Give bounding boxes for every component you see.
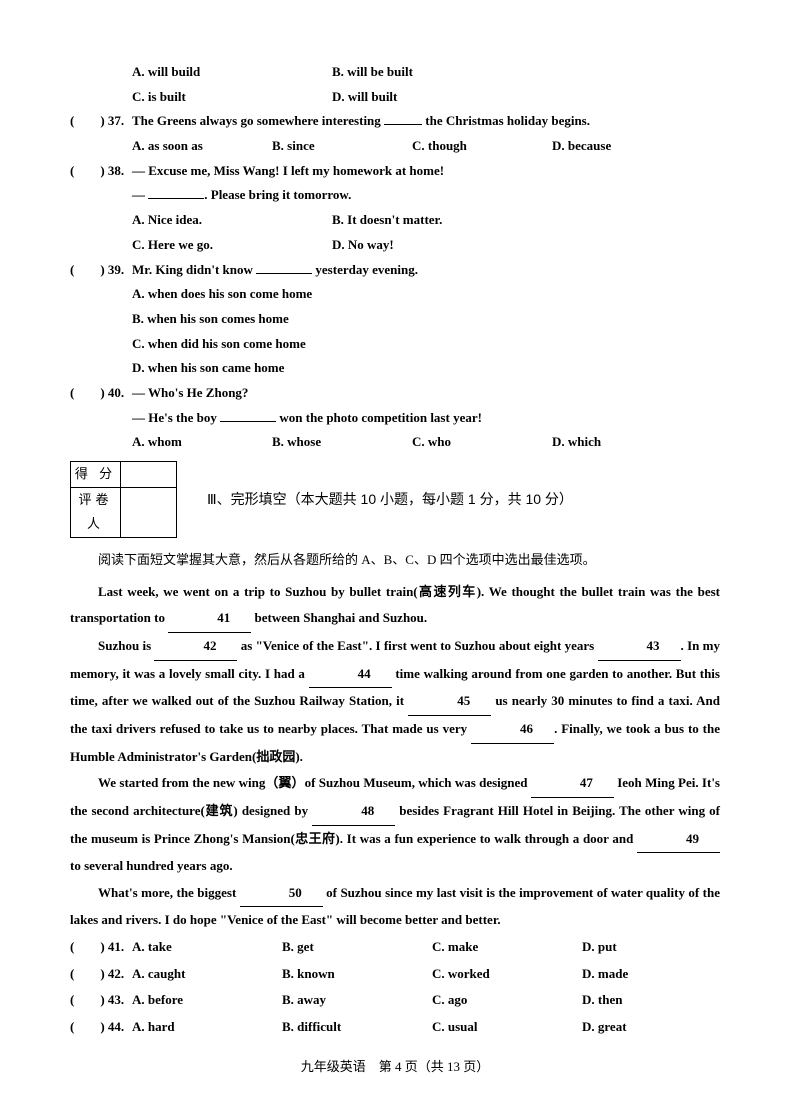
q40: ( ) 40. — Who's He Zhong?: [70, 381, 720, 406]
q37-options: A. as soon as B. since C. though D. beca…: [70, 134, 720, 159]
q39-num: ( ) 39.: [70, 258, 132, 283]
score-label: 得 分: [71, 462, 121, 488]
score-value: [121, 462, 177, 488]
q36-opt-c: C. is built: [132, 85, 332, 110]
q40-opt-a: A. whom: [132, 430, 272, 455]
passage-p2: Suzhou is 42 as "Venice of the East". I …: [70, 633, 720, 770]
cloze-42: ( ) 42. A. caught B. known C. worked D. …: [70, 961, 720, 988]
q37-opt-d: D. because: [552, 134, 720, 159]
q36-opt-d: D. will built: [332, 85, 512, 110]
q38-num: ( ) 38.: [70, 159, 132, 184]
q40-options: A. whom B. whose C. who D. which: [70, 430, 720, 455]
q38-opt-b: B. It doesn't matter.: [332, 208, 512, 233]
cloze-44: ( ) 44. A. hard B. difficult C. usual D.…: [70, 1014, 720, 1041]
grader-value: [121, 487, 177, 537]
passage-p3: We started from the new wing（翼）of Suzhou…: [70, 770, 720, 880]
q36-opt-b: B. will be built: [332, 60, 512, 85]
page-footer: 九年级英语 第 4 页（共 13 页）: [70, 1055, 720, 1080]
q38: ( ) 38. — Excuse me, Miss Wang! I left m…: [70, 159, 720, 184]
q38-opt-d: D. No way!: [332, 233, 512, 258]
q39-opt-a: A. when does his son come home: [70, 282, 720, 307]
q40-opt-d: D. which: [552, 430, 720, 455]
passage-p4: What's more, the biggest 50 of Suzhou si…: [70, 880, 720, 934]
q37-opt-c: C. though: [412, 134, 552, 159]
q38-options-row1: A. Nice idea. B. It doesn't matter.: [70, 208, 720, 233]
passage-p1: Last week, we went on a trip to Suzhou b…: [70, 579, 720, 633]
grader-label: 评卷人: [71, 487, 121, 537]
q40-opt-b: B. whose: [272, 430, 412, 455]
q40-opt-c: C. who: [412, 430, 552, 455]
q38-options-row2: C. Here we go. D. No way!: [70, 233, 720, 258]
q37-num: ( ) 37.: [70, 109, 132, 134]
instruction: 阅读下面短文掌握其大意，然后从各题所给的 A、B、C、D 四个选项中选出最佳选项…: [70, 548, 720, 573]
cloze-43: ( ) 43. A. before B. away C. ago D. then: [70, 987, 720, 1014]
q39: ( ) 39. Mr. King didn't know yesterday e…: [70, 258, 720, 283]
section3-title: Ⅲ、完形填空（本大题共 10 小题，每小题 1 分，共 10 分）: [207, 486, 573, 513]
q37-opt-b: B. since: [272, 134, 412, 159]
q40-stem1: — Who's He Zhong?: [132, 381, 248, 406]
q38-stem2: — . Please bring it tomorrow.: [70, 183, 720, 208]
q38-stem1: — Excuse me, Miss Wang! I left my homewo…: [132, 159, 444, 184]
q36-options-row2: C. is built D. will built: [70, 85, 720, 110]
cloze-41: ( ) 41. A. take B. get C. make D. put: [70, 934, 720, 961]
q37-opt-a: A. as soon as: [132, 134, 272, 159]
q37-stem: The Greens always go somewhere interesti…: [132, 109, 590, 134]
section-header: 得 分 评卷人 Ⅲ、完形填空（本大题共 10 小题，每小题 1 分，共 10 分…: [70, 461, 720, 538]
q37: ( ) 37. The Greens always go somewhere i…: [70, 109, 720, 134]
score-table: 得 分 评卷人: [70, 461, 177, 538]
q40-num: ( ) 40.: [70, 381, 132, 406]
q39-opt-b: B. when his son comes home: [70, 307, 720, 332]
q38-opt-c: C. Here we go.: [132, 233, 332, 258]
q40-stem2: — He's the boy won the photo competition…: [70, 406, 720, 431]
q36-opt-a: A. will build: [132, 60, 332, 85]
q38-opt-a: A. Nice idea.: [132, 208, 332, 233]
q39-opt-c: C. when did his son come home: [70, 332, 720, 357]
q36-options-row1: A. will build B. will be built: [70, 60, 720, 85]
q39-opt-d: D. when his son came home: [70, 356, 720, 381]
q39-stem: Mr. King didn't know yesterday evening.: [132, 258, 418, 283]
